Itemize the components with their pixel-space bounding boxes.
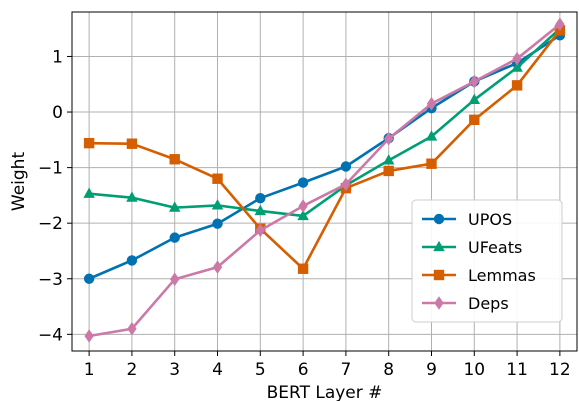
y-tick-label: −2 <box>38 214 63 234</box>
legend-label-deps: Deps <box>468 294 509 313</box>
data-point-deps <box>298 199 307 213</box>
legend-marker-lemmas <box>434 270 444 280</box>
series-ufeats <box>83 22 565 220</box>
data-point-upos <box>84 274 94 284</box>
data-point-upos <box>127 255 137 265</box>
x-tick-label: 8 <box>383 360 394 380</box>
x-tick-label: 9 <box>426 360 437 380</box>
data-point-lemmas <box>84 138 94 148</box>
data-point-deps <box>470 75 479 89</box>
x-tick-label: 3 <box>169 360 180 380</box>
data-point-lemmas <box>298 264 308 274</box>
legend-marker-upos <box>434 214 444 224</box>
y-tick-label: −4 <box>38 325 63 345</box>
data-point-lemmas <box>383 166 393 176</box>
legend-label-upos: UPOS <box>468 210 512 229</box>
data-point-lemmas <box>212 174 222 184</box>
data-point-upos <box>170 232 180 242</box>
data-point-lemmas <box>127 139 137 149</box>
x-tick-label: 7 <box>340 360 351 380</box>
y-tick-label: 1 <box>52 47 63 67</box>
x-tick-label: 5 <box>255 360 266 380</box>
x-tick-label: 2 <box>127 360 138 380</box>
legend: UPOS UFeats Lemmas Deps <box>412 200 562 322</box>
data-point-ufeats <box>469 94 480 104</box>
data-point-deps <box>213 260 222 274</box>
y-axis-title: Weight <box>9 152 29 212</box>
data-point-upos <box>212 219 222 229</box>
data-point-ufeats <box>83 187 94 197</box>
data-point-lemmas <box>426 159 436 169</box>
x-axis-title: BERT Layer # <box>267 383 383 401</box>
y-tick-label: 0 <box>52 103 63 123</box>
legend-label-lemmas: Lemmas <box>468 266 536 285</box>
data-point-upos <box>298 177 308 187</box>
x-tick-label: 1 <box>84 360 95 380</box>
data-point-lemmas <box>170 154 180 164</box>
x-tick-label: 10 <box>463 360 485 380</box>
legend-label-ufeats: UFeats <box>468 238 522 257</box>
y-tick-label: −3 <box>38 270 63 290</box>
data-point-deps <box>84 329 93 343</box>
x-tick-label: 12 <box>549 360 571 380</box>
y-tick-label: −1 <box>38 159 63 179</box>
x-tick-label: 11 <box>506 360 528 380</box>
data-point-lemmas <box>469 115 479 125</box>
data-point-upos <box>341 161 351 171</box>
x-tick-label: 6 <box>298 360 309 380</box>
data-point-lemmas <box>512 80 522 90</box>
x-tick-label: 4 <box>212 360 223 380</box>
data-point-upos <box>255 193 265 203</box>
